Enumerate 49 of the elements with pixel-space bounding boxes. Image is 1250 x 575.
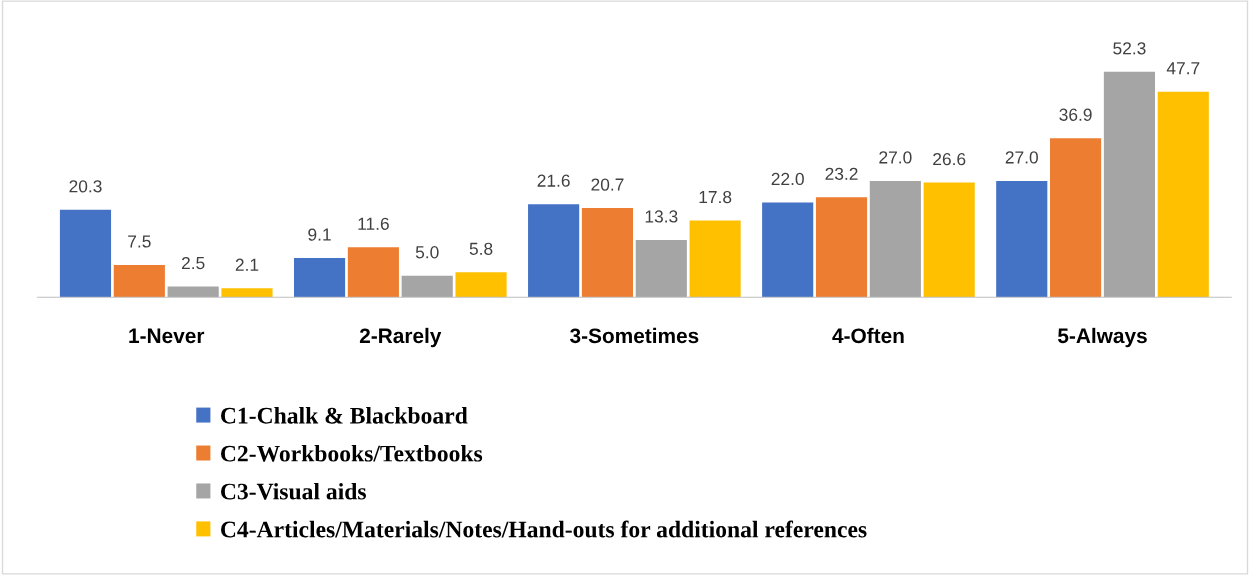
bar [635,239,687,298]
data-label: 23.2 [825,167,858,180]
data-label: 26.6 [933,152,966,166]
data-label: 27.0 [879,151,912,164]
bar [1103,71,1155,298]
bar [455,272,507,298]
bar [1157,91,1209,298]
x-tick-label: 3-Sometimes [570,327,699,344]
data-label: 22.0 [771,172,804,186]
bar [869,180,921,298]
data-label: 11.6 [358,217,389,230]
bar [762,202,814,298]
bar [293,258,346,298]
bar [401,275,453,298]
bar [581,208,634,298]
bar [113,264,165,298]
data-label: 5.0 [415,246,439,259]
data-label: 27.0 [1005,151,1038,164]
x-tick-label: 1-Never [129,328,205,344]
data-label: 21.6 [537,174,570,187]
bar [347,247,399,298]
data-label: 17.8 [699,190,732,204]
data-label: 20.3 [69,180,102,193]
bar [923,182,975,298]
data-label: 2.1 [235,258,259,271]
x-tick-label: 2-Rarely [359,327,442,348]
data-label: 20.7 [591,178,624,191]
bar [1050,138,1102,298]
bar [528,204,580,298]
legend-label: C2-Workbooks/Textbooks [221,444,483,462]
bar [167,286,219,298]
data-label: 52.3 [1113,42,1146,55]
data-label: 13.3 [645,210,678,223]
bar [815,197,868,298]
x-tick-label: 5-Always [1058,327,1147,348]
bar [689,220,741,298]
data-label: 36.9 [1059,108,1092,121]
data-label: 47.7 [1166,62,1200,75]
data-label: 7.5 [128,235,151,248]
legend-label: C4-Articles/Materials/Notes/Hand-outs for additional references [221,520,867,538]
data-label: 9.1 [308,228,331,241]
legend-label: C1-Chalk & Blackboard [221,407,468,424]
x-tick-label: 4-Often [832,327,904,344]
bar [221,288,273,298]
legend-label: C3-Visual aids [221,482,366,500]
bar [59,209,112,298]
data-label: 5.8 [469,242,493,255]
data-label: 2.5 [181,256,205,270]
bar [996,180,1048,298]
